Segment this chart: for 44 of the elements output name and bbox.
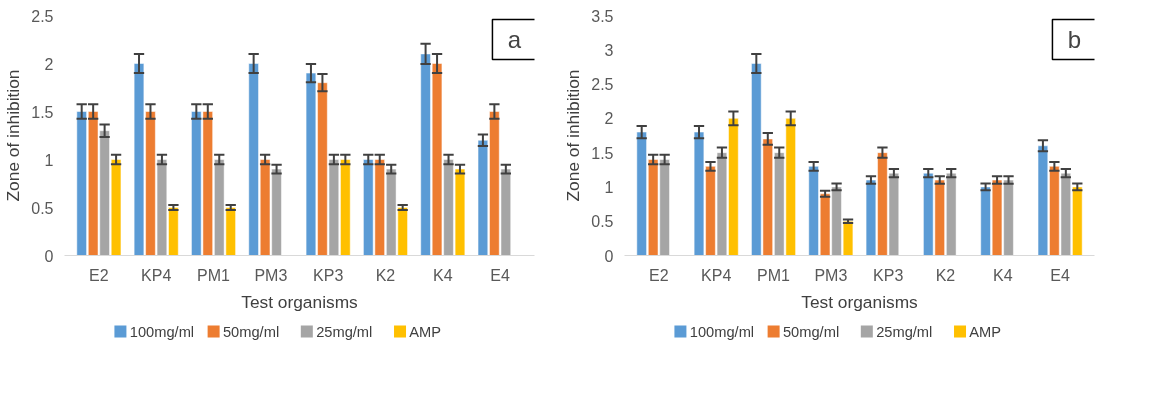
x-tick-label: PM3	[254, 266, 288, 284]
annotation: a	[507, 26, 522, 53]
annotation: b	[1067, 26, 1082, 53]
y-tick-label: 3	[604, 41, 614, 59]
y-tick-label: 1.5	[591, 144, 614, 162]
legend-label: AMP	[409, 323, 442, 340]
x-tick-label: PM3	[814, 266, 848, 284]
y-tick-label: 1.5	[31, 103, 54, 121]
x-tick-label: E4	[1050, 266, 1070, 284]
x-tick-label: E2	[649, 266, 669, 284]
y-tick-label: 0.5	[31, 199, 54, 217]
legend-label: 100mg/ml	[129, 323, 195, 340]
y-tick-label: 2.5	[31, 7, 54, 25]
y-axis-title: Zone of inhibition	[563, 69, 584, 202]
legend-label: 25mg/ml	[316, 323, 373, 340]
y-tick-label: 0	[44, 247, 54, 265]
y-tick-label: 2.5	[591, 76, 614, 94]
y-tick-label: 2	[44, 55, 54, 73]
y-axis-title: Zone of inhibition	[3, 69, 24, 202]
x-tick-label: K2	[935, 266, 956, 284]
x-tick-label: E2	[89, 266, 109, 284]
x-tick-label: K2	[375, 266, 396, 284]
y-tick-label: 3.5	[591, 7, 614, 25]
x-tick-label: KP3	[313, 266, 344, 284]
y-tick-label: 0.5	[591, 213, 614, 231]
y-tick-label: 2	[604, 110, 614, 128]
legend-label: 50mg/ml	[222, 323, 280, 340]
legend-label: AMP	[969, 323, 1002, 340]
x-tick-label: E4	[490, 266, 510, 284]
x-tick-label: PM1	[757, 266, 791, 284]
legend-label: 100mg/ml	[689, 323, 755, 340]
x-tick-label: KP3	[873, 266, 904, 284]
y-tick-label: 1	[604, 178, 614, 196]
legend-label: 25mg/ml	[876, 323, 933, 340]
x-tick-label: KP4	[701, 266, 732, 284]
x-tick-label: PM1	[197, 266, 231, 284]
x-tick-label: K4	[433, 266, 453, 284]
x-axis-title: Test organisms	[241, 291, 359, 312]
x-tick-label: K4	[993, 266, 1013, 284]
y-tick-label: 1	[44, 151, 54, 169]
legend-label: 50mg/ml	[782, 323, 840, 340]
y-tick-label: 0	[604, 247, 614, 265]
x-axis-title: Test organisms	[801, 291, 919, 312]
x-tick-label: KP4	[141, 266, 172, 284]
